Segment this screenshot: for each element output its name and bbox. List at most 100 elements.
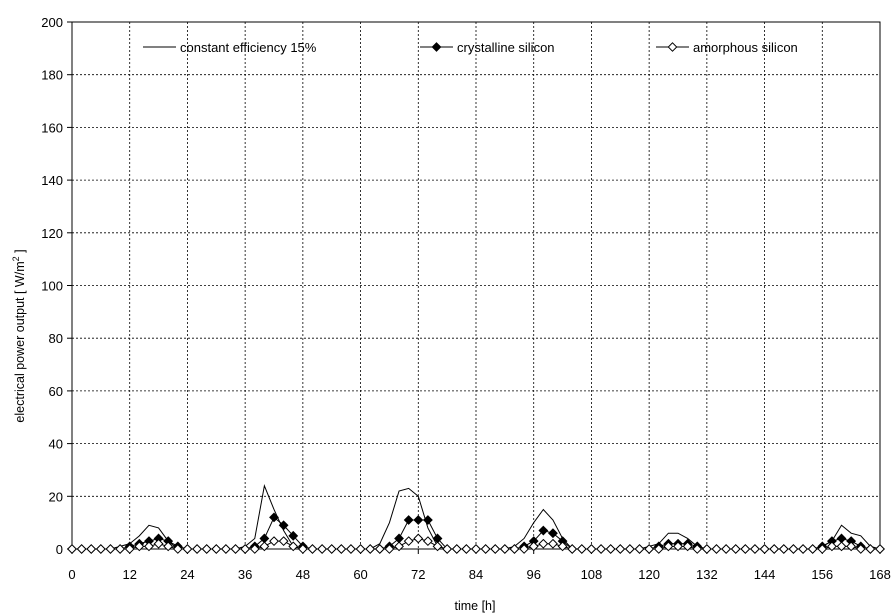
data-point [422,536,433,547]
x-tick-label: 120 [638,567,660,582]
data-point [759,544,770,554]
data-point [278,520,289,531]
legend: constant efficiency 15% crystalline silic… [143,40,798,55]
data-point [269,512,279,523]
data-point [259,541,270,552]
data-point [355,544,366,554]
y-tick-label: 40 [49,437,63,452]
x-tick-label: 36 [238,567,252,582]
series-3 [67,533,885,554]
data-point [269,536,279,547]
data-point [163,541,174,552]
data-point [615,544,626,554]
chart-grid [72,22,880,549]
data-point [153,538,164,549]
series-layer [67,483,885,554]
data-point [817,544,828,554]
data-point [413,515,424,525]
y-tick-label: 20 [49,489,63,504]
data-point [288,541,299,552]
data-point [249,544,260,554]
data-point [124,544,135,554]
data-point [778,544,789,554]
legend-item: amorphous silicon [656,40,798,55]
data-point [403,536,414,547]
y-tick-label: 100 [41,279,63,294]
data-point [865,544,876,554]
data-point [519,544,530,554]
data-point [307,544,318,554]
data-point [144,541,154,552]
x-tick-label: 0 [68,567,75,582]
data-point [605,544,616,554]
y-tick-label: 140 [41,173,63,188]
x-tick-label: 144 [754,567,776,582]
x-axis-title: time [h] [455,599,496,613]
data-point [182,544,193,554]
chart-axes: 0 20 40 60 80 100 120 140 160 180 200 0 12 24 36 48 60 72… [41,15,891,582]
data-point [451,544,462,554]
data-point [682,541,693,552]
data-point [538,525,549,536]
data-point [317,544,328,554]
y-tick-label: 200 [41,15,63,30]
data-point [528,541,539,552]
y-axis-title: electrical power output [ W/m2 ] [11,249,27,422]
data-point [278,536,289,547]
legend-item: constant efficiency 15% [143,40,317,55]
data-point [432,541,443,552]
data-point [701,544,712,554]
x-tick-label: 168 [869,567,891,582]
data-point [807,544,818,554]
data-point [297,544,308,554]
data-point [692,544,703,554]
data-point [346,544,356,554]
data-point [403,515,414,525]
legend-label: amorphous silicon [693,40,798,55]
legend-marker [667,42,678,52]
y-tick-label: 80 [49,331,63,346]
data-point [336,544,347,554]
data-point [576,544,587,554]
data-point [509,544,520,554]
data-point [365,544,376,554]
data-point [750,544,760,554]
legend-label: crystalline silicon [457,40,555,55]
data-point [875,544,885,554]
data-point [673,541,683,552]
data-point [211,544,222,554]
data-point [836,541,847,552]
data-point [769,544,780,554]
data-point [461,544,472,554]
data-point [86,544,97,554]
data-point [836,533,847,544]
data-point [240,544,251,554]
data-point [557,541,568,552]
y-tick-label: 0 [56,542,63,557]
data-point [384,544,395,554]
data-point [442,544,453,554]
data-point [663,541,674,552]
data-point [721,544,732,554]
data-point [201,544,212,554]
data-point [548,528,558,539]
data-point [288,530,299,541]
data-point [499,544,510,554]
data-point [586,544,597,554]
data-point [394,541,404,552]
x-tick-label: 156 [811,567,833,582]
data-point [480,544,491,554]
x-tick-label: 24 [180,567,194,582]
x-tick-label: 84 [469,567,483,582]
data-point [172,544,183,554]
y-tick-label: 60 [49,384,63,399]
data-point [374,544,385,554]
legend-label: constant efficiency 15% [180,40,317,55]
data-point [855,544,866,554]
data-point [730,544,741,554]
y-tick-label: 120 [41,226,63,241]
data-point [490,544,501,554]
data-point [422,515,433,525]
data-point [105,544,116,554]
